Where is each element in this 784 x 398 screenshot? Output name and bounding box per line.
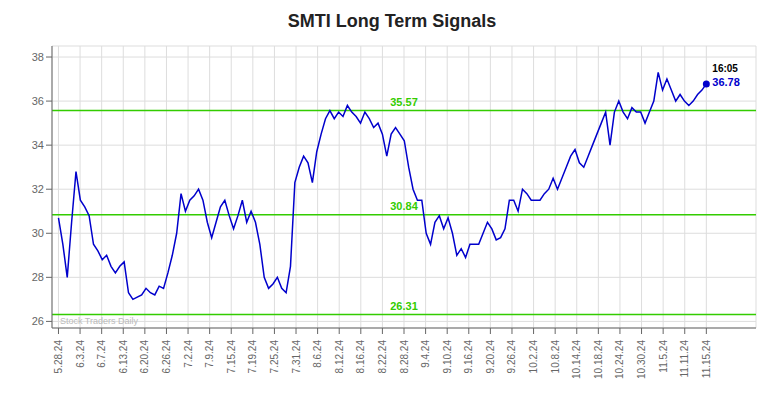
svg-text:10.2.24: 10.2.24: [528, 340, 539, 374]
svg-text:26: 26: [32, 315, 44, 327]
html-text:Stock Traders Daily: Stock Traders Daily: [60, 316, 138, 326]
svg-text:9.20.24: 9.20.24: [485, 340, 496, 374]
svg-text:11.5.24: 11.5.24: [658, 340, 669, 373]
svg-text:34: 34: [32, 139, 44, 151]
svg-text:36.78: 36.78: [712, 76, 740, 88]
svg-text:36: 36: [32, 95, 44, 107]
html-text:SMTI Long Term Signals: SMTI Long Term Signals: [287, 11, 497, 31]
svg-text:10.24.24: 10.24.24: [614, 340, 625, 379]
svg-text:5.28.24: 5.28.24: [53, 340, 64, 374]
svg-text:9.10.24: 9.10.24: [442, 340, 453, 374]
svg-text:6.7.24: 6.7.24: [96, 340, 107, 368]
svg-text:6.3.24: 6.3.24: [75, 340, 86, 368]
svg-text:10.18.24: 10.18.24: [593, 340, 604, 379]
svg-text:30: 30: [32, 227, 44, 239]
svg-text:10.30.24: 10.30.24: [636, 340, 647, 379]
svg-text:16:05: 16:05: [712, 63, 738, 74]
svg-text:6.13.24: 6.13.24: [118, 340, 129, 374]
svg-text:7.15.24: 7.15.24: [226, 340, 237, 374]
svg-text:9.26.24: 9.26.24: [506, 340, 517, 374]
svg-text:10.8.24: 10.8.24: [550, 340, 561, 374]
svg-text:7.25.24: 7.25.24: [269, 340, 280, 374]
svg-text:6.26.24: 6.26.24: [161, 340, 172, 374]
svg-text:26.31: 26.31: [390, 300, 418, 312]
svg-text:7.2.24: 7.2.24: [183, 340, 194, 368]
svg-text:38: 38: [32, 51, 44, 63]
svg-text:9.4.24: 9.4.24: [420, 340, 431, 368]
svg-text:8.28.24: 8.28.24: [399, 340, 410, 374]
svg-text:7.19.24: 7.19.24: [247, 340, 258, 374]
svg-text:11.15.24: 11.15.24: [701, 340, 712, 379]
svg-text:7.31.24: 7.31.24: [291, 340, 302, 374]
svg-text:8.12.24: 8.12.24: [334, 340, 345, 374]
svg-text:30.84: 30.84: [390, 200, 418, 212]
svg-text:8.6.24: 8.6.24: [312, 340, 323, 368]
svg-text:8.22.24: 8.22.24: [377, 340, 388, 374]
svg-text:9.16.24: 9.16.24: [463, 340, 474, 374]
svg-text:35.57: 35.57: [390, 96, 418, 108]
svg-text:8.16.24: 8.16.24: [355, 340, 366, 374]
svg-text:28: 28: [32, 271, 44, 283]
svg-text:32: 32: [32, 183, 44, 195]
svg-text:7.9.24: 7.9.24: [204, 340, 215, 368]
svg-text:6.20.24: 6.20.24: [139, 340, 150, 374]
svg-text:11.11.24: 11.11.24: [679, 340, 690, 378]
svg-text:10.14.24: 10.14.24: [571, 340, 582, 379]
